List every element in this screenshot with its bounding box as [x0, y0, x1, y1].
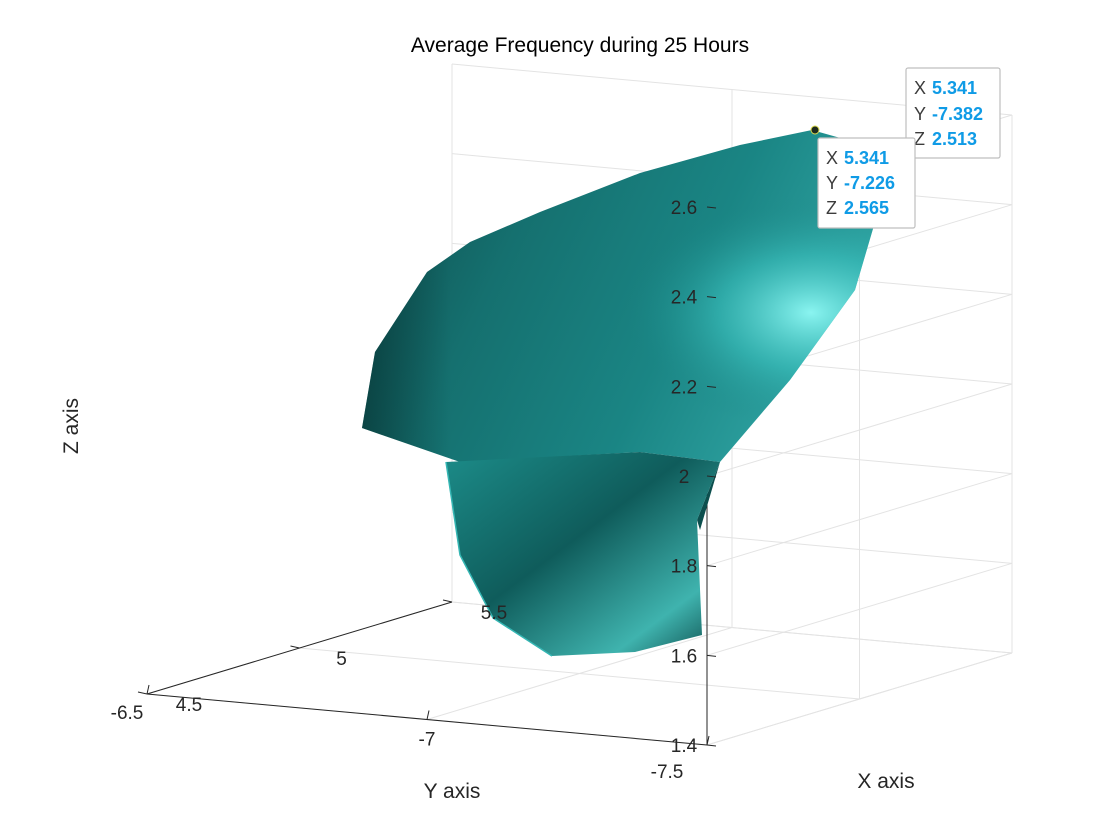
x-axis-label: X axis [857, 770, 914, 793]
datatip-2-z-value: 2.565 [844, 198, 889, 218]
z-tick-mark-1 [706, 654, 717, 657]
datatip-2[interactable]: X 5.341 Y -7.226 Z 2.565 [810, 125, 916, 229]
y-tick-mark-1 [426, 710, 430, 720]
z-tick-label-5: 2.4 [671, 288, 698, 309]
datatip-1-x-key: X [914, 78, 926, 98]
grid-line-floor-x-1 [299, 647, 860, 700]
datatip-1-box[interactable] [905, 67, 1001, 159]
surface-top-shade [362, 212, 540, 462]
chart-title: Average Frequency during 25 Hours [411, 34, 749, 57]
datatip-1-z-value: 2.513 [932, 129, 977, 149]
x-tick-mark-2 [442, 599, 453, 603]
z-tick-label-4: 2.2 [671, 377, 697, 398]
datatip-2-y-key: Y [826, 173, 838, 193]
z-tick-mark-2 [706, 565, 717, 568]
y-tick-mark-2 [706, 735, 710, 746]
x-tick-label-1: 5 [336, 649, 347, 670]
x-tick-label-0: 4.5 [176, 695, 202, 716]
z-tick-mark-0 [706, 744, 717, 747]
z-tick-label-3: 2 [679, 467, 690, 488]
z-tick-label-1: 1.6 [671, 646, 697, 667]
datatip-1-x-value: 5.341 [932, 78, 977, 98]
y-tick-label-0: -6.5 [111, 703, 144, 724]
surface-plot [362, 130, 890, 657]
z-tick-mark-4 [706, 385, 717, 388]
y-axis-label: Y axis [424, 780, 481, 803]
z-tick-label-6: 2.6 [671, 198, 697, 219]
datatip-1-y-key: Y [914, 104, 926, 124]
datatip-2-y-value: -7.226 [844, 173, 895, 193]
datatip-1[interactable]: X 5.341 Y -7.382 Z 2.513 [897, 67, 1001, 165]
z-tick-label-2: 1.8 [671, 557, 697, 578]
datatip-2-box[interactable] [817, 137, 916, 229]
z-tick-mark-3 [706, 475, 717, 478]
surface-bottom-edge [445, 461, 553, 657]
datatip-1-z-key: Z [914, 129, 925, 149]
x-tick-mark-0 [137, 691, 148, 695]
z-tick-mark-5 [706, 296, 717, 299]
datatip-1-y-value: -7.382 [932, 104, 983, 124]
datatip-2-z-key: Z [826, 198, 837, 218]
datatip-2-x-key: X [826, 148, 838, 168]
y-tick-label-2: -7.5 [651, 762, 684, 783]
y-tick-label-1: -7 [419, 730, 436, 751]
axis-ticks: 1.4 1.6 1.8 2 2.2 2.4 2.6 -6.5 -7 -7.5 4.5 5 5.5 [111, 198, 717, 783]
x-tick-mark-1 [290, 645, 300, 649]
z-tick-mark-6 [706, 206, 717, 209]
surface-right-fold [697, 462, 720, 530]
z-tick-label-0: 1.4 [671, 736, 698, 757]
z-axis-label: Z axis [60, 398, 83, 454]
y-tick-mark-0 [146, 684, 150, 695]
x-tick-label-2: 5.5 [481, 603, 507, 624]
datatip-2-marker[interactable] [810, 125, 820, 135]
datatip-2-x-value: 5.341 [844, 148, 889, 168]
surface-bottom-lobe [446, 452, 720, 656]
